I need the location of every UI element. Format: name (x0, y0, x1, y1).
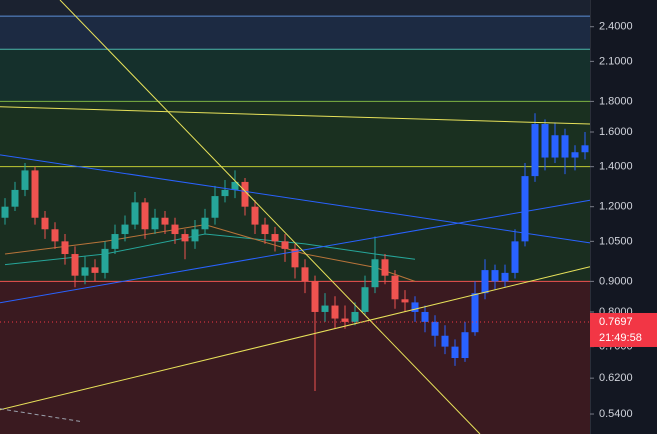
y-tick-label: 2.4000 (599, 21, 633, 33)
candle-body (491, 270, 499, 282)
trendline (0, 154, 591, 244)
candle-body (201, 217, 209, 230)
candle-body (411, 302, 419, 312)
candle-body (111, 234, 119, 249)
y-tick-label: 1.8000 (599, 95, 633, 107)
candle-body (361, 287, 369, 312)
candle-body (401, 299, 409, 303)
candle-body (141, 202, 149, 230)
candle-body (91, 267, 99, 273)
candle-body (351, 311, 359, 322)
y-tick-label: 0.5400 (599, 408, 633, 420)
last-price-time: 21:49:58 (599, 332, 642, 344)
candle-body (431, 321, 439, 336)
candle-body (151, 217, 159, 230)
candle-body (391, 275, 399, 300)
y-tick-label: 0.6200 (599, 372, 633, 384)
trendline (59, 0, 481, 434)
trendline (0, 199, 591, 304)
candle-body (161, 217, 169, 225)
price-axis (590, 0, 657, 434)
candle-body (41, 217, 49, 230)
candle-body (301, 267, 309, 282)
candle-body (341, 318, 349, 322)
candle-body (31, 170, 39, 218)
candle-body (221, 189, 229, 197)
last-price-box (590, 312, 657, 347)
candle-body (211, 196, 219, 218)
candle-body (251, 206, 259, 225)
candle-body (121, 224, 129, 235)
candle-body (441, 335, 449, 347)
candle-body (281, 241, 289, 249)
candle-body (171, 224, 179, 235)
candle-body (101, 248, 109, 273)
candle-body (421, 311, 429, 322)
candle-body (501, 272, 509, 282)
candle-body (11, 189, 19, 207)
candle-body (1, 206, 9, 218)
candle-body (181, 234, 189, 242)
candle-body (261, 224, 269, 235)
candle-body (321, 305, 329, 312)
candle-body (571, 152, 579, 158)
trendline (0, 266, 591, 411)
zone (0, 281, 590, 434)
zone (0, 16, 590, 50)
candle-body (191, 229, 199, 242)
candle-body (291, 248, 299, 268)
zone (0, 101, 590, 167)
candle-body (311, 281, 319, 312)
y-tick-label: 1.6000 (599, 126, 633, 138)
y-tick-label: 1.4000 (599, 161, 633, 173)
candle-body (21, 170, 29, 190)
candle-body (471, 293, 479, 333)
candle-body (271, 234, 279, 242)
candle-body (51, 229, 59, 242)
y-tick-label: 2.1000 (599, 55, 633, 67)
candle-body (511, 241, 519, 273)
y-tick-label: 1.0500 (599, 235, 633, 247)
candle-body (61, 241, 69, 255)
y-tick-label: 1.2000 (599, 201, 633, 213)
candle-body (371, 259, 379, 288)
candle-body (561, 135, 569, 158)
candle-body (531, 123, 539, 177)
candle-body (581, 145, 589, 153)
candle-body (81, 267, 89, 276)
candle-body (461, 332, 469, 359)
candle-body (541, 123, 549, 158)
candle-body (481, 270, 489, 294)
candle-body (231, 181, 239, 190)
zone (0, 49, 590, 102)
candle-body (331, 305, 339, 319)
y-tick-label: 0.9000 (599, 275, 633, 287)
candle-body (71, 254, 79, 276)
candle-body (451, 346, 459, 359)
last-price-label: 0.7697 (599, 316, 633, 328)
candle-body (521, 176, 529, 242)
candle-body (131, 202, 139, 225)
candle-body (551, 135, 559, 158)
candle-body (241, 181, 249, 207)
candle-body (381, 259, 389, 276)
trendline (0, 106, 591, 125)
